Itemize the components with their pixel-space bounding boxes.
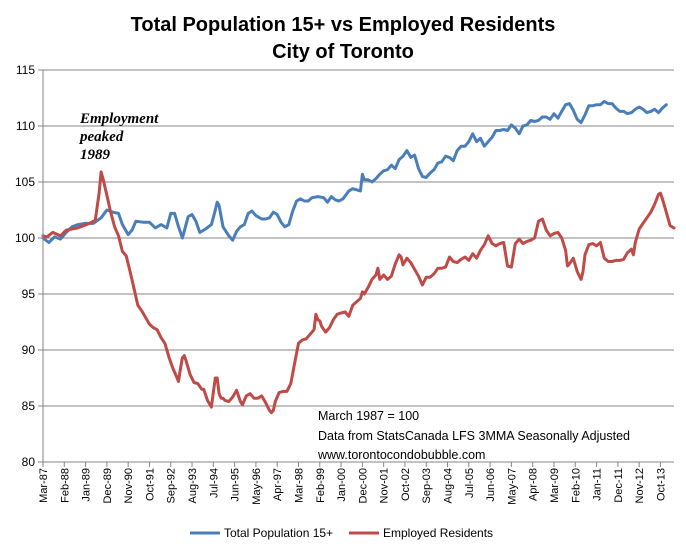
- x-axis-ticks: Mar-87 Feb-88 Jan-89 Dec-89 Nov-90 Oct-91 Sep-…: [38, 462, 667, 505]
- chart-title-line-2: City of Toronto: [272, 41, 414, 63]
- note-line-3: www.torontocondobubble.com: [317, 448, 485, 462]
- chart-title-line-1: Total Population 15+ vs Employed Residen…: [131, 14, 556, 36]
- ytick-label: 105: [15, 175, 35, 189]
- note-line-1: March 1987 = 100: [318, 409, 419, 423]
- xtick-label: Feb-10: [570, 468, 582, 503]
- legend: Total Population 15+ Employed Residents: [190, 526, 493, 540]
- xtick-label: Nov-01: [379, 468, 391, 503]
- y-axis-ticks: 80 85 90 95 100 105 110 115: [15, 63, 43, 469]
- ytick-label: 80: [22, 455, 36, 469]
- xtick-label: Nov-12: [634, 468, 646, 503]
- series-line-employed-residents: [41, 170, 676, 415]
- legend-label-employed-residents: Employed Residents: [383, 526, 493, 540]
- ytick-label: 85: [22, 399, 36, 413]
- xtick-label: Dec-00: [357, 468, 369, 503]
- xtick-label: Mar-09: [549, 468, 561, 503]
- xtick-label: Feb-99: [315, 468, 327, 503]
- ytick-label: 110: [16, 119, 35, 133]
- note-line-2: Data from StatsCanada LFS 3MMA Seasonall…: [318, 429, 630, 443]
- xtick-label: Oct-02: [400, 468, 412, 501]
- xtick-label: Aug-04: [443, 468, 455, 503]
- gridlines: [43, 69, 674, 407]
- xtick-label: Sep-03: [421, 468, 433, 503]
- xtick-label: Apr-97: [272, 468, 284, 501]
- annotation-line-2: peaked: [78, 129, 124, 145]
- xtick-label: Mar-98: [293, 468, 305, 503]
- xtick-label: Jan-89: [81, 468, 93, 502]
- source-note: March 1987 = 100 Data from StatsCanada L…: [317, 409, 630, 462]
- xtick-label: Jul-94: [208, 468, 220, 498]
- xtick-label: Feb-88: [59, 468, 71, 503]
- xtick-label: Mar-87: [38, 468, 50, 503]
- ytick-label: 100: [15, 231, 35, 245]
- xtick-label: Oct-13: [655, 468, 667, 501]
- annotation-line-1: Employment: [79, 111, 159, 127]
- xtick-label: Apr-08: [528, 468, 540, 501]
- series-lines: [41, 99, 676, 415]
- annotation-employment-peak: Employment peaked 1989: [78, 111, 159, 163]
- xtick-label: Oct-91: [144, 468, 156, 501]
- ytick-label: 90: [22, 343, 36, 357]
- xtick-label: Aug-93: [187, 468, 199, 503]
- xtick-label: Sep-92: [166, 468, 178, 503]
- xtick-label: Jul-05: [464, 468, 476, 498]
- xtick-label: Dec-11: [613, 468, 625, 503]
- legend-label-total-population: Total Population 15+: [224, 526, 333, 540]
- xtick-label: May-96: [251, 468, 263, 505]
- xtick-label: May-07: [506, 468, 518, 505]
- xtick-label: Nov-90: [123, 468, 135, 503]
- xtick-label: Jun-06: [485, 468, 497, 502]
- xtick-label: Dec-89: [102, 468, 114, 503]
- ytick-label: 95: [22, 287, 36, 301]
- series-line-total-population: [41, 99, 668, 244]
- ytick-label: 115: [16, 63, 35, 77]
- xtick-label: Jan-00: [336, 468, 348, 502]
- xtick-label: Jun-95: [230, 468, 242, 502]
- annotation-line-3: 1989: [80, 147, 111, 163]
- xtick-label: Jan-11: [592, 468, 604, 501]
